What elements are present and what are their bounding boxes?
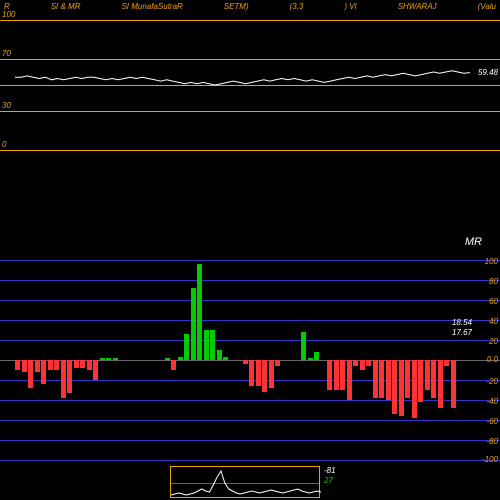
- header-label: SHWARAJ: [398, 2, 437, 14]
- bar: [223, 357, 228, 360]
- bar: [54, 360, 59, 370]
- header-label: (3,3: [290, 2, 304, 14]
- header-label: SI & MR: [51, 2, 81, 14]
- bar: [262, 360, 267, 392]
- bar: [67, 360, 72, 393]
- bar: [191, 288, 196, 360]
- bar: [340, 360, 345, 390]
- bar: [93, 360, 98, 380]
- bar: [217, 350, 222, 360]
- bar: [87, 360, 92, 370]
- bar: [243, 360, 248, 364]
- bar: [327, 360, 332, 390]
- mini-panel: [170, 466, 320, 498]
- bar: [61, 360, 66, 398]
- bar: [80, 360, 85, 368]
- bar: [178, 357, 183, 360]
- bar: [15, 360, 20, 370]
- bar: [308, 358, 313, 360]
- header-label: SETM): [224, 2, 249, 14]
- bar: [444, 360, 449, 366]
- bar: [197, 264, 202, 360]
- bar: [184, 334, 189, 360]
- bar: [418, 360, 423, 402]
- header-label: (Valu: [478, 2, 496, 14]
- bar: [269, 360, 274, 388]
- bar: [366, 360, 371, 366]
- header-label: SI MunafaSutraR: [121, 2, 182, 14]
- bar: [392, 360, 397, 414]
- bar: [100, 358, 105, 360]
- bar: [438, 360, 443, 408]
- bar: [405, 360, 410, 398]
- bar: [256, 360, 261, 386]
- bar: [210, 330, 215, 360]
- bar: [379, 360, 384, 398]
- bar: [360, 360, 365, 370]
- bar: [35, 360, 40, 372]
- bar: [74, 360, 79, 368]
- bar: [399, 360, 404, 416]
- bar: [353, 360, 358, 366]
- bar: [373, 360, 378, 398]
- bar: [41, 360, 46, 384]
- bar: [48, 360, 53, 370]
- header-label: ) VI: [344, 2, 356, 14]
- bar: [412, 360, 417, 418]
- bar: [425, 360, 430, 390]
- bar: [28, 360, 33, 388]
- bar: [171, 360, 176, 370]
- bar: [204, 330, 209, 360]
- bar: [113, 358, 118, 360]
- bar: [275, 360, 280, 366]
- bar: [165, 358, 170, 360]
- mr-label: MR: [465, 236, 482, 248]
- bar: [347, 360, 352, 400]
- bar: [22, 360, 27, 372]
- bar: [301, 332, 306, 360]
- bar: [334, 360, 339, 390]
- bar: [314, 352, 319, 360]
- bar: [451, 360, 456, 408]
- bar: [386, 360, 391, 400]
- bar: [431, 360, 436, 398]
- bar: [106, 358, 111, 360]
- bar: [249, 360, 254, 386]
